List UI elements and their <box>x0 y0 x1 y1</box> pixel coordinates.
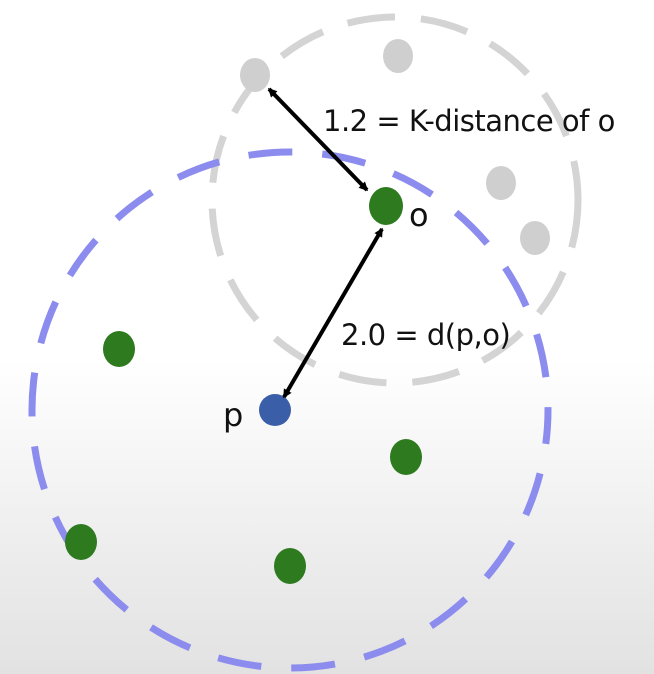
green-point <box>65 524 97 560</box>
green-point <box>274 548 306 584</box>
point-p <box>259 394 291 426</box>
gray-point <box>486 166 516 200</box>
k-distance-label: 1.2 = K-distance of o <box>323 104 615 138</box>
k-distance-neighborhood-of-o <box>208 13 582 387</box>
green-point <box>103 331 135 367</box>
distance-po-arrow <box>282 227 384 399</box>
neighbors-of-p <box>65 331 422 584</box>
green-point <box>390 439 422 475</box>
point-o-label: o <box>409 196 429 234</box>
gray-point <box>240 58 270 92</box>
point-o <box>369 187 403 225</box>
gray-point <box>383 39 413 73</box>
point-p-label: p <box>223 396 243 434</box>
k-distance-arrow <box>267 87 369 192</box>
neighbors-of-o <box>240 39 550 255</box>
gray-point <box>520 221 550 255</box>
distance-po-label: 2.0 = d(p,o) <box>341 318 510 352</box>
